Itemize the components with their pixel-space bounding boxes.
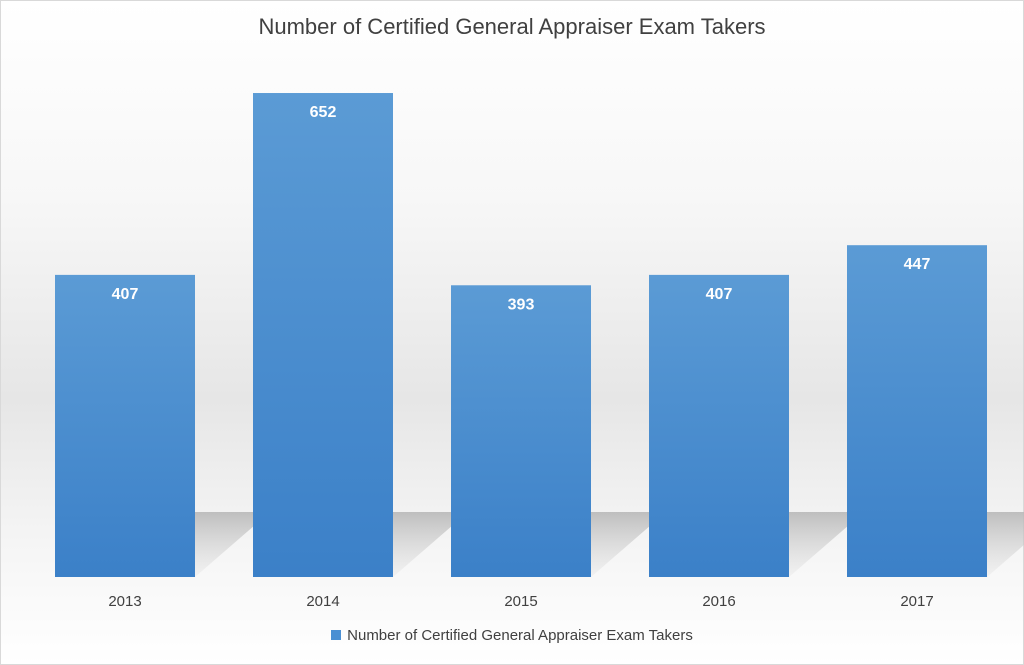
- legend: Number of Certified General Appraiser Ex…: [0, 627, 1024, 644]
- chart-title: Number of Certified General Appraiser Ex…: [258, 14, 766, 39]
- x-axis-tick-labels: 2013 2014 2015 2016 2017: [108, 593, 933, 610]
- bar-2017: [847, 245, 987, 577]
- data-label-2016: 407: [706, 286, 733, 303]
- bar-2015: [451, 285, 591, 577]
- x-tick-label-2013: 2013: [108, 593, 141, 610]
- legend-label: Number of Certified General Appraiser Ex…: [347, 627, 693, 644]
- data-label-2014: 652: [310, 104, 337, 121]
- data-label-2015: 393: [508, 296, 535, 313]
- bars: [55, 93, 987, 578]
- data-label-2013: 407: [112, 286, 139, 303]
- legend-swatch: [331, 630, 342, 640]
- x-tick-label-2014: 2014: [306, 593, 339, 610]
- x-tick-label-2016: 2016: [702, 593, 735, 610]
- x-tick-label-2017: 2017: [900, 593, 933, 610]
- x-tick-label-2015: 2015: [504, 593, 537, 610]
- bar-2014: [253, 93, 393, 578]
- data-label-2017: 447: [904, 256, 931, 273]
- bar-2016: [649, 274, 789, 577]
- data-labels: 407 652 393 407 447: [112, 104, 931, 313]
- bar-2013: [55, 274, 195, 577]
